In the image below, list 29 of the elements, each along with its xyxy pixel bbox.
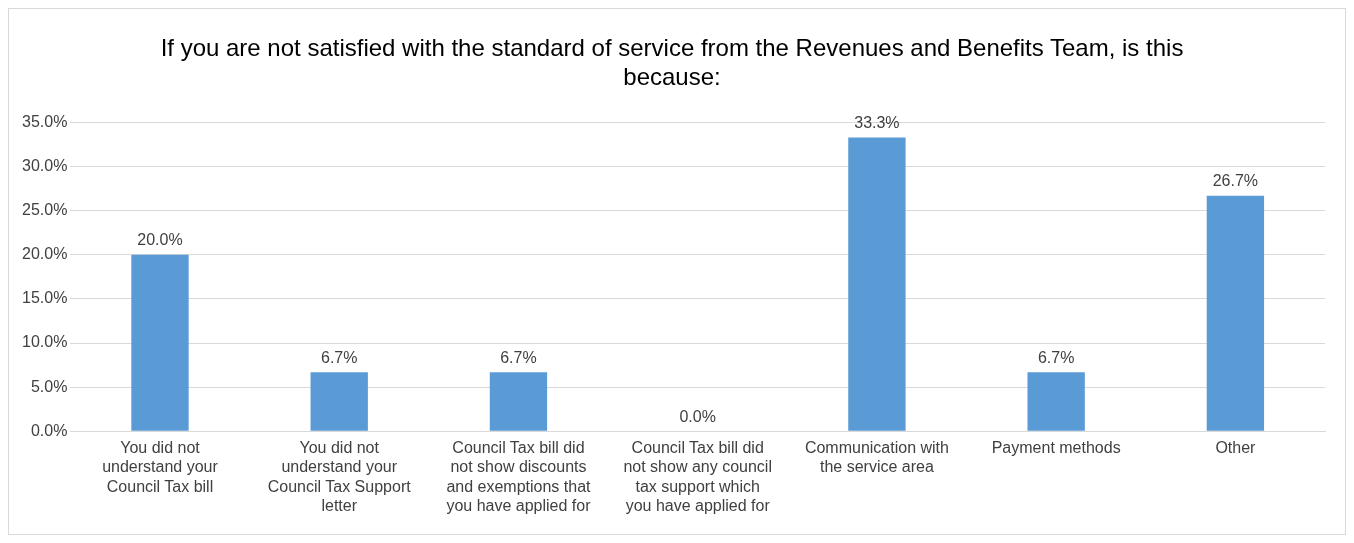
y-tick-label: 30.0% [21,157,68,175]
bar [489,372,548,431]
y-tick-label: 25.0% [21,201,68,219]
chart-title: If you are not satisfied with the standard of service from the Revenues and Benefits Team, is this because: [160,34,1184,90]
y-tick-label: 35.0% [21,113,68,131]
data-label: 33.3% [854,114,900,131]
y-tick-label: 0.0% [30,421,68,439]
x-tick-label: Communication with the service area [804,439,949,476]
data-label: 26.7% [1212,172,1259,190]
data-label: 6.7% [320,348,358,366]
y-tick-label: 15.0% [21,289,68,307]
x-tick-label: You did not understand your Council Tax Support letter [267,439,412,514]
data-label: 6.7% [1037,348,1075,366]
data-label: 20.0% [137,231,183,249]
x-tick-label: You did not understand your Council Tax bill [102,439,219,495]
y-tick-label: 10.0% [21,333,68,351]
bar [848,137,906,431]
bar [131,254,189,431]
bar [1206,195,1265,431]
bar [1027,372,1085,431]
bar [310,372,368,431]
x-tick-label: Other [1215,439,1257,457]
x-tick-label: Council Tax bill did not show any council tax support which you have applied for [623,439,772,514]
data-label: 6.7% [500,348,537,366]
x-tick-label: Payment methods [991,439,1121,457]
x-tick-label: Council Tax bill did not show discounts and exemptions that you have applied for [446,439,592,514]
y-tick-label: 5.0% [30,377,68,395]
data-label: 0.0% [679,407,716,425]
y-tick-label: 20.0% [21,245,68,263]
